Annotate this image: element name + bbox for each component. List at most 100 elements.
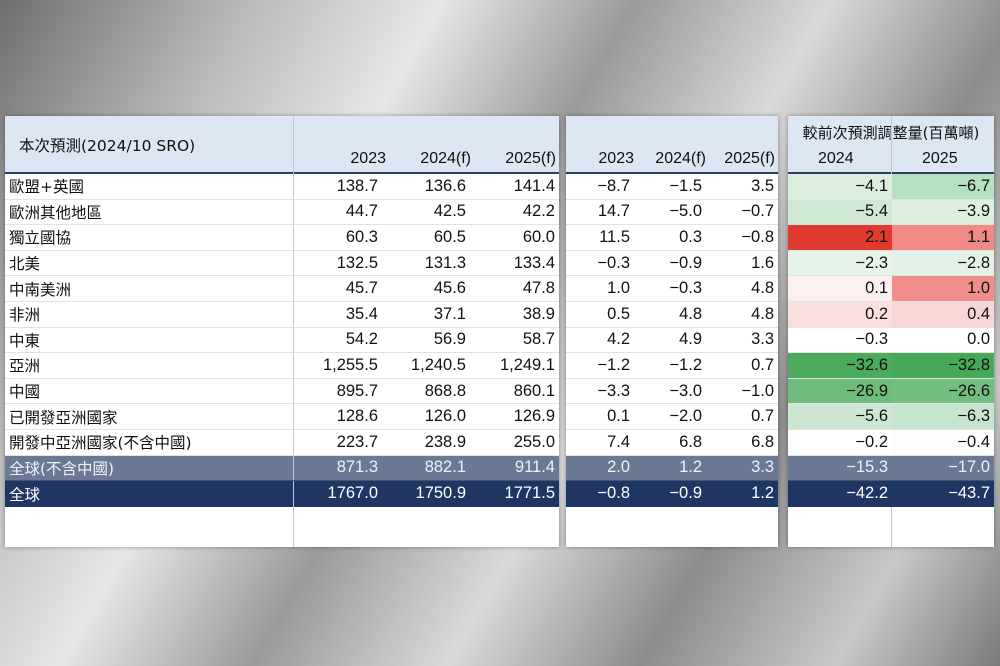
- subtotal-row: 全球(不含中國) 871.3 882.1 911.4: [5, 455, 559, 482]
- region-label: 歐盟+英國: [5, 174, 294, 199]
- growth-2023: −8.7: [597, 176, 630, 195]
- growth-2025f: 0.7: [751, 407, 774, 426]
- growth-2024f: −0.3: [669, 279, 702, 298]
- growth-2023: 0.5: [607, 304, 630, 323]
- adjust-2025: 1.0: [892, 276, 994, 301]
- adjust-2024: −26.9: [788, 378, 892, 404]
- value-2025f: 141.4: [513, 176, 555, 195]
- adjust-2025: 0.0: [892, 327, 994, 353]
- table-title: 本次預測(2024/10 SRO): [19, 137, 196, 155]
- value-2025f: 42.2: [522, 202, 555, 221]
- growth-2025f: 3.5: [751, 176, 774, 195]
- value-2025f: 133.4: [513, 253, 555, 272]
- growth-2025f: 3.3: [751, 458, 774, 477]
- adjustment-table: 較前次預測調整量(百萬噸) 2024 2025 −4.1 −6.7 −5.4 −3.9…: [788, 116, 994, 547]
- growth-row: −3.3 −3.0 −1.0: [566, 379, 778, 405]
- adjust-2025: 1.1: [892, 225, 994, 250]
- value-2025f: 47.8: [522, 279, 555, 298]
- growth-row: 14.7 −5.0 −0.7: [566, 200, 778, 226]
- header-2024f: 2024(f): [420, 150, 471, 167]
- growth-row: −8.7 −1.5 3.5: [566, 174, 778, 200]
- adjust-2024: 0.1: [788, 276, 892, 301]
- growth-row: 11.5 0.3 −0.8: [566, 225, 778, 251]
- table-row: 已開發亞洲國家 128.6 126.0 126.9: [5, 404, 559, 430]
- adjust-2025: 0.4: [892, 302, 994, 327]
- adjust-2025: −0.4: [892, 430, 994, 455]
- growth-2024f: −1.2: [669, 355, 702, 374]
- adjustment-row: 2.1 1.1: [788, 225, 994, 251]
- growth-2023: 11.5: [599, 227, 630, 246]
- value-2023: 223.7: [336, 432, 378, 451]
- growth-2025f: 3.3: [751, 330, 774, 349]
- value-2024f: 131.3: [424, 253, 466, 272]
- adjust-2024: −4.1: [788, 174, 892, 199]
- adjust-2025: −6.3: [892, 404, 994, 429]
- growth-row: 2.0 1.2 3.3: [566, 455, 778, 482]
- growth-2025f: 6.8: [751, 432, 774, 451]
- region-label: 中國: [5, 378, 294, 404]
- growth-row: 7.4 6.8 6.8: [566, 430, 778, 456]
- table-row: 亞洲 1,255.5 1,240.5 1,249.1: [5, 353, 559, 379]
- value-2024f: 1,240.5: [410, 355, 466, 374]
- adjustment-row: −15.3 −17.0: [788, 455, 994, 482]
- value-2023: 871.3: [336, 458, 378, 477]
- growth-2024f: 0.3: [679, 227, 702, 246]
- value-2025f: 1771.5: [504, 484, 555, 503]
- value-2024f: 882.1: [424, 458, 466, 477]
- adjust-2025: −17.0: [948, 458, 990, 477]
- growth-2024f: −1.5: [669, 176, 702, 195]
- region-label: 歐洲其他地區: [5, 199, 294, 225]
- region-label: 獨立國協: [5, 225, 294, 250]
- value-2023: 132.5: [336, 253, 378, 272]
- region-label: 開發中亞洲國家(不含中國): [5, 430, 294, 455]
- adjustment-row: −2.3 −2.8: [788, 250, 994, 277]
- value-2024f: 56.9: [433, 330, 466, 349]
- growth-row: −1.2 −1.2 0.7: [566, 353, 778, 379]
- growth-2023: 1.0: [607, 279, 630, 298]
- table-row: 歐洲其他地區 44.7 42.5 42.2: [5, 199, 559, 226]
- value-2024f: 42.5: [433, 202, 466, 221]
- adjust-2025: −6.7: [892, 174, 994, 199]
- value-2023: 1,255.5: [322, 355, 378, 374]
- value-2025f: 860.1: [513, 381, 555, 400]
- value-2024f: 1750.9: [415, 484, 466, 503]
- region-label: 非洲: [5, 302, 294, 327]
- adjustment-row: 0.1 1.0: [788, 276, 994, 302]
- value-2024f: 238.9: [424, 432, 466, 451]
- growth-row: 0.5 4.8 4.8: [566, 302, 778, 328]
- value-2024f: 60.5: [433, 227, 466, 246]
- growth-2024f: −0.9: [669, 484, 702, 503]
- growth-2025f: −0.8: [741, 227, 774, 246]
- table-row: 中國 895.7 868.8 860.1: [5, 378, 559, 405]
- forecast-table-header: 本次預測(2024/10 SRO) 2023 2024(f) 2025(f): [5, 116, 559, 174]
- growth-2023: −1.2: [597, 355, 630, 374]
- region-label: 中東: [5, 327, 294, 353]
- adjust-2024: −5.4: [788, 199, 892, 225]
- value-2024f: 136.6: [424, 176, 466, 195]
- value-2025f: 126.9: [513, 407, 555, 426]
- adjust-2025: −26.6: [892, 378, 994, 404]
- region-label: 已開發亞洲國家: [5, 404, 294, 429]
- growth-2024f: 6.8: [679, 432, 702, 451]
- growth-2023: −0.3: [597, 253, 630, 272]
- growth-2025f: 4.8: [751, 304, 774, 323]
- adjust-header-2024: 2024: [818, 150, 854, 167]
- adjustment-row: −4.1 −6.7: [788, 174, 994, 200]
- adjust-2024: −5.6: [788, 404, 892, 429]
- growth-row: −0.8 −0.9 1.2: [566, 481, 778, 507]
- value-2025f: 255.0: [513, 432, 555, 451]
- growth-row: 0.1 −2.0 0.7: [566, 404, 778, 430]
- header-2025f: 2025(f): [505, 150, 556, 167]
- table-row: 中東 54.2 56.9 58.7: [5, 327, 559, 354]
- adjustment-row: −0.3 0.0: [788, 327, 994, 354]
- value-2025f: 911.4: [514, 458, 555, 477]
- region-label: 亞洲: [5, 353, 294, 378]
- growth-header-2025f: 2025(f): [724, 150, 775, 167]
- growth-2024f: −3.0: [669, 381, 702, 400]
- adjust-2024: 2.1: [788, 225, 892, 250]
- table-row: 中南美洲 45.7 45.6 47.8: [5, 276, 559, 302]
- growth-2023: 0.1: [607, 407, 630, 426]
- value-2023: 45.7: [345, 279, 378, 298]
- growth-2024f: 4.9: [679, 330, 702, 349]
- adjustment-row: 0.2 0.4: [788, 302, 994, 328]
